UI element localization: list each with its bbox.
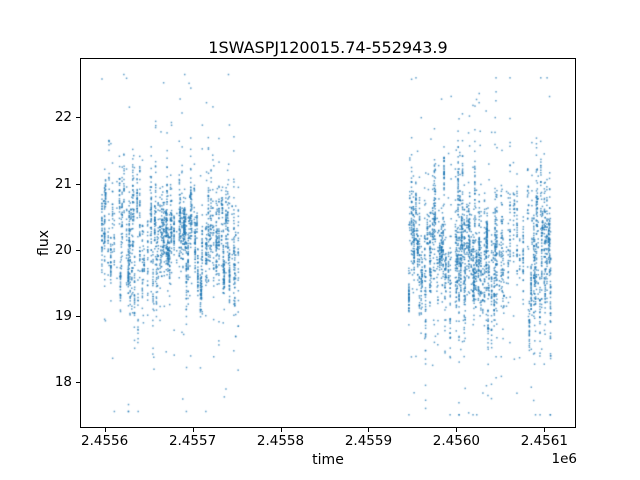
x-tick — [280, 428, 282, 432]
x-axis-offset-label: 1e6 — [551, 451, 577, 467]
y-tick-label: 21 — [54, 175, 72, 192]
x-tick-label: 2.4556 — [80, 433, 129, 449]
x-tick-label: 2.4557 — [168, 433, 217, 449]
x-tick — [192, 428, 194, 432]
y-tick-label: 20 — [54, 241, 72, 258]
y-tick — [76, 117, 80, 119]
y-tick-label: 18 — [54, 373, 72, 390]
x-tick — [456, 428, 458, 432]
x-tick — [544, 428, 546, 432]
x-tick-label: 2.4560 — [432, 433, 481, 449]
y-tick-label: 19 — [54, 307, 72, 324]
y-tick — [76, 249, 80, 251]
x-tick-label: 2.4561 — [520, 433, 568, 449]
x-axis-label: time — [312, 452, 344, 468]
y-tick — [76, 315, 80, 317]
y-tick — [76, 381, 80, 383]
x-tick-label: 2.4558 — [256, 433, 305, 449]
y-tick-label: 22 — [54, 109, 72, 126]
x-tick-label: 2.4559 — [344, 433, 393, 449]
y-tick — [76, 183, 80, 185]
scatter-points-canvas — [80, 58, 576, 428]
y-axis-label: flux — [36, 230, 52, 256]
chart-title: 1SWASPJ120015.74-552943.9 — [208, 38, 448, 57]
x-tick — [368, 428, 370, 432]
x-tick — [104, 428, 106, 432]
